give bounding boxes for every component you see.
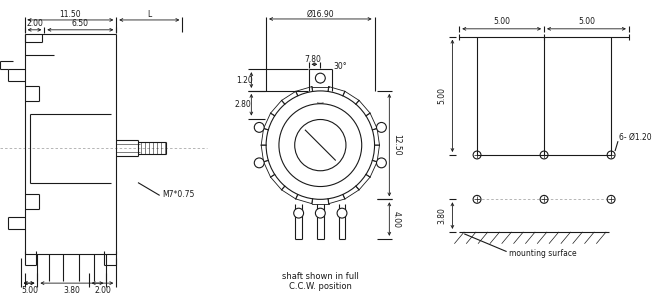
Text: 5.00: 5.00 <box>493 18 510 26</box>
Text: 2.00: 2.00 <box>94 286 111 294</box>
Circle shape <box>337 208 347 218</box>
Text: L: L <box>147 10 152 18</box>
Text: 12.50: 12.50 <box>392 134 401 156</box>
Text: 11.50: 11.50 <box>60 10 81 18</box>
Circle shape <box>316 208 325 218</box>
Text: 1.20: 1.20 <box>236 75 253 85</box>
Circle shape <box>377 158 386 168</box>
Circle shape <box>316 73 325 83</box>
Text: 6- Ø1.20: 6- Ø1.20 <box>619 133 651 142</box>
Text: 30°: 30° <box>333 62 347 71</box>
Text: 2.00: 2.00 <box>26 19 43 28</box>
Circle shape <box>255 158 264 168</box>
Text: 4.00: 4.00 <box>392 211 401 228</box>
Text: mounting surface: mounting surface <box>508 249 576 258</box>
Circle shape <box>294 208 304 218</box>
Text: 6.50: 6.50 <box>72 19 89 28</box>
Circle shape <box>377 123 386 132</box>
Text: shaft shown in full: shaft shown in full <box>282 272 359 281</box>
Text: 7.80: 7.80 <box>304 55 321 64</box>
Text: Ø16.90: Ø16.90 <box>306 10 334 18</box>
Text: 3.80: 3.80 <box>437 207 446 224</box>
Text: 5.00: 5.00 <box>437 87 446 104</box>
Text: 5.00: 5.00 <box>21 286 38 294</box>
Text: C.C.W. position: C.C.W. position <box>289 282 352 290</box>
Circle shape <box>255 123 264 132</box>
Text: M7*0.75: M7*0.75 <box>163 190 195 199</box>
Text: 3.80: 3.80 <box>64 286 81 294</box>
Text: 2.80: 2.80 <box>234 100 251 109</box>
Text: 5.00: 5.00 <box>578 18 595 26</box>
